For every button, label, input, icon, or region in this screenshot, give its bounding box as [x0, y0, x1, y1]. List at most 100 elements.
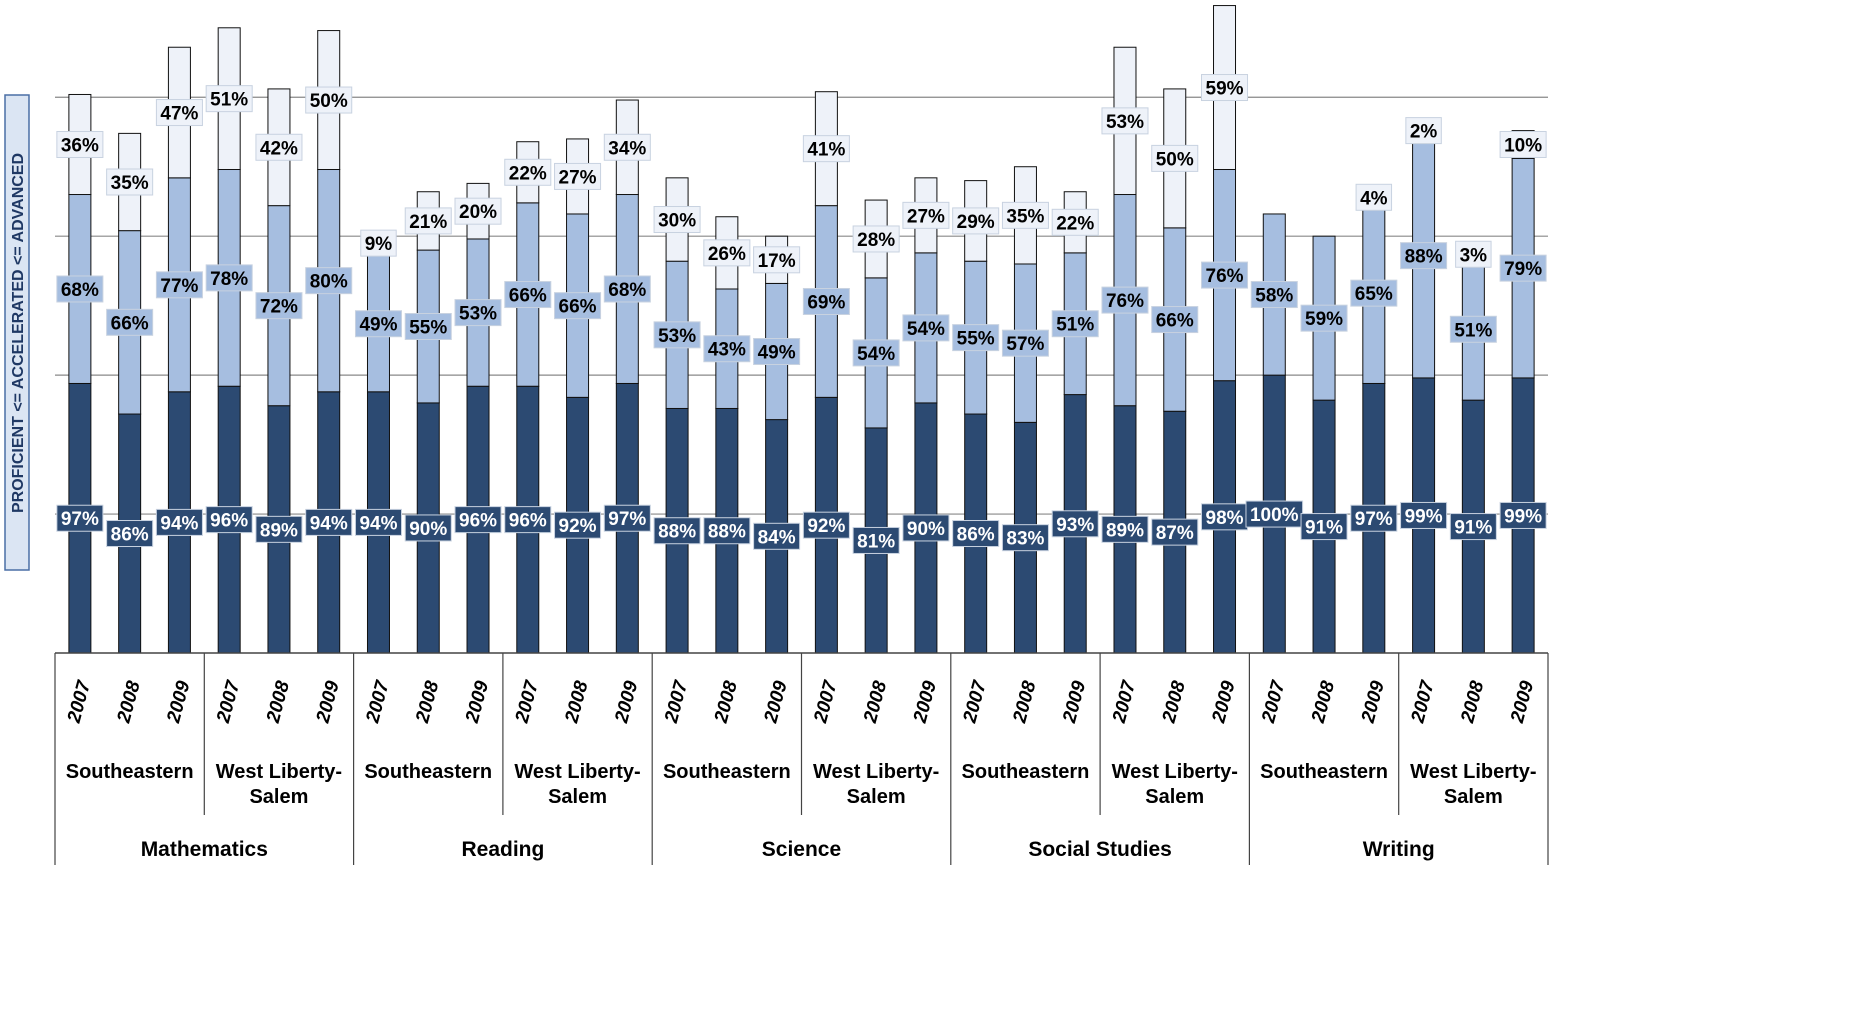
value-label: 90% — [404, 514, 452, 542]
value-label: 29% — [952, 207, 1000, 235]
value-label-box — [504, 281, 552, 309]
value-label-text: 21% — [409, 212, 447, 233]
value-label-box — [56, 130, 104, 158]
value-label-text: 41% — [807, 140, 845, 161]
value-label: 66% — [106, 308, 154, 336]
value-label: 27% — [554, 162, 602, 190]
value-label: 97% — [1350, 504, 1398, 532]
value-label: 10% — [1499, 130, 1547, 158]
value-label-text: 93% — [1056, 515, 1094, 536]
value-label: 66% — [504, 281, 552, 309]
value-label: 35% — [1001, 201, 1049, 229]
value-label-box — [952, 520, 1000, 548]
x-tick-label: 2008 — [412, 678, 444, 726]
value-label-box — [454, 299, 502, 327]
subject-label: Writing — [1362, 838, 1435, 861]
value-label-box — [1499, 254, 1547, 282]
value-label: 17% — [753, 246, 801, 274]
x-tick-label: 2009 — [1507, 678, 1539, 726]
value-label-box — [753, 522, 801, 550]
value-label: 86% — [952, 520, 1000, 548]
value-label-text: 17% — [758, 251, 796, 272]
value-label-text: 51% — [1056, 315, 1094, 336]
x-tick-label: 2007 — [1407, 677, 1439, 726]
value-label-text: 55% — [409, 318, 447, 339]
value-label: 58% — [1250, 281, 1298, 309]
value-label-text: 54% — [857, 344, 895, 365]
value-label-box — [703, 335, 751, 363]
value-label: 94% — [354, 508, 402, 536]
value-label-box — [404, 207, 452, 235]
value-label: 47% — [155, 99, 203, 127]
value-label-box — [952, 324, 1000, 352]
value-label: 79% — [1499, 254, 1547, 282]
value-label-text: 66% — [1156, 311, 1194, 332]
value-label: 53% — [454, 299, 502, 327]
x-tick-label: 2008 — [561, 678, 593, 726]
value-label: 84% — [753, 522, 801, 550]
value-label-box — [155, 508, 203, 536]
x-tick-label: 2009 — [1208, 678, 1240, 726]
value-label-text: 53% — [1106, 112, 1144, 133]
value-label-text: 28% — [857, 230, 895, 251]
x-tick-label: 2008 — [860, 678, 892, 726]
value-label-box — [902, 201, 950, 229]
value-label-box — [653, 206, 701, 234]
value-label: 34% — [603, 133, 651, 161]
subject-label: Reading — [461, 838, 545, 861]
value-label-box — [1405, 117, 1442, 145]
value-label: 54% — [852, 339, 900, 367]
value-label: 3% — [1455, 240, 1492, 268]
value-label-box — [852, 225, 900, 253]
value-label-text: 59% — [1206, 79, 1244, 100]
school-label: West Liberty-Salem — [514, 761, 641, 808]
value-label: 26% — [703, 239, 751, 267]
value-label: 43% — [703, 335, 751, 363]
value-label: 55% — [404, 313, 452, 340]
value-label-box — [205, 264, 253, 292]
value-label: 9% — [360, 229, 397, 257]
value-label: 97% — [603, 504, 651, 532]
x-tick-label: 2008 — [1009, 678, 1041, 726]
value-label-box — [404, 514, 452, 542]
value-label-text: 35% — [111, 173, 149, 194]
value-label-box — [1350, 504, 1398, 532]
value-label-text: 94% — [310, 513, 348, 534]
value-label-box — [1151, 518, 1199, 546]
value-label-box — [802, 135, 850, 163]
x-tick-label: 2007 — [959, 677, 991, 726]
value-label: 53% — [1101, 107, 1149, 135]
value-label-text: 72% — [260, 297, 298, 318]
value-label-text: 96% — [459, 511, 497, 532]
value-label: 81% — [852, 526, 900, 554]
x-tick-label: 2008 — [1158, 678, 1190, 726]
value-label-text: 92% — [807, 516, 845, 537]
value-label: 49% — [354, 310, 402, 338]
value-label-text: 69% — [807, 292, 845, 313]
value-label-box — [653, 517, 701, 545]
x-tick-label: 2008 — [113, 678, 145, 726]
value-label: 66% — [1151, 306, 1199, 334]
value-label-box — [360, 229, 397, 257]
value-label-text: 97% — [1355, 509, 1393, 530]
value-label-text: 55% — [957, 329, 995, 350]
value-label-text: 47% — [160, 104, 198, 125]
value-label: 89% — [1101, 515, 1149, 543]
value-label: 22% — [504, 158, 552, 186]
value-label: 77% — [155, 271, 203, 299]
value-label-text: 66% — [559, 297, 597, 318]
value-label-box — [1101, 107, 1149, 135]
value-label: 80% — [305, 267, 353, 295]
value-label: 55% — [952, 324, 1000, 352]
value-label-text: 58% — [1255, 286, 1293, 307]
value-label-text: 80% — [310, 272, 348, 293]
value-label-box — [802, 511, 850, 539]
value-label-box — [653, 321, 701, 349]
x-tick-label: 2009 — [910, 678, 942, 726]
value-label-text: 54% — [907, 319, 945, 340]
value-label-box — [404, 313, 452, 340]
value-label-text: 99% — [1405, 506, 1443, 527]
value-label-box — [1499, 130, 1547, 158]
value-label-text: 57% — [1006, 334, 1044, 355]
value-label-box — [106, 168, 154, 196]
